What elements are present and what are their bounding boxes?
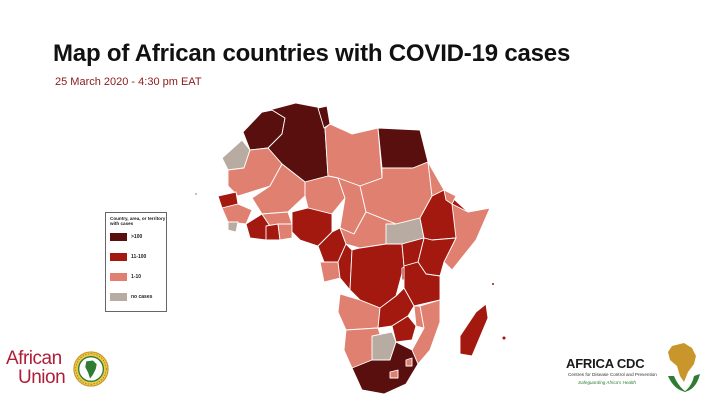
country-madagascar [459, 303, 489, 357]
legend-title: Country, area, or territory with cases [110, 216, 166, 227]
country-togo-benin [277, 223, 293, 241]
legend-item: 1-10 [110, 273, 163, 282]
au-logo-text-line1: African [6, 348, 62, 369]
africa-cdc-logo: AFRICA CDC Centres for Disease Control a… [566, 340, 706, 396]
country-gabon [319, 261, 341, 283]
country-cape-verde [194, 192, 198, 196]
africa-cdc-emblem-icon [668, 343, 700, 392]
african-union-logo: African Union [6, 346, 114, 392]
country-seychelles [491, 282, 495, 286]
country-mozambique [411, 299, 441, 365]
country-niger [304, 175, 346, 215]
country-egypt [377, 127, 429, 169]
cdc-logo-tagline: Safeguarding Africa's Health [578, 380, 636, 385]
map-legend: Country, area, or territory with cases >… [105, 212, 167, 312]
page-subtitle: 25 March 2020 - 4:30 pm EAT [55, 76, 202, 88]
legend-swatch [110, 253, 127, 262]
au-logo-text-line2: Union [18, 367, 66, 388]
country-zambia [377, 287, 415, 329]
african-union-emblem-icon [73, 351, 109, 387]
legend-item: >100 [110, 233, 163, 242]
legend-label: no cases [131, 294, 153, 301]
legend-swatch [110, 293, 127, 302]
legend-label: >100 [131, 234, 143, 241]
cdc-logo-subtitle: Centres for Disease Control and Preventi… [568, 372, 657, 377]
legend-item: no cases [110, 293, 163, 302]
country-sierra-leone [227, 221, 239, 233]
country-dr-congo [349, 243, 405, 309]
legend-label: 1-10 [131, 274, 142, 281]
country-lesotho [389, 369, 399, 379]
country-mali [251, 163, 306, 215]
page-title: Map of African countries with COVID-19 c… [53, 40, 571, 67]
country-south-africa [351, 341, 419, 395]
legend-item: 11-100 [110, 253, 163, 262]
legend-swatch [110, 233, 127, 242]
legend-label: 11-100 [131, 254, 147, 261]
country-mauritius [501, 335, 507, 341]
cdc-logo-title: AFRICA CDC [566, 356, 645, 371]
country-eswatini [405, 357, 413, 367]
legend-swatch [110, 273, 127, 282]
country-guinea [221, 203, 253, 225]
